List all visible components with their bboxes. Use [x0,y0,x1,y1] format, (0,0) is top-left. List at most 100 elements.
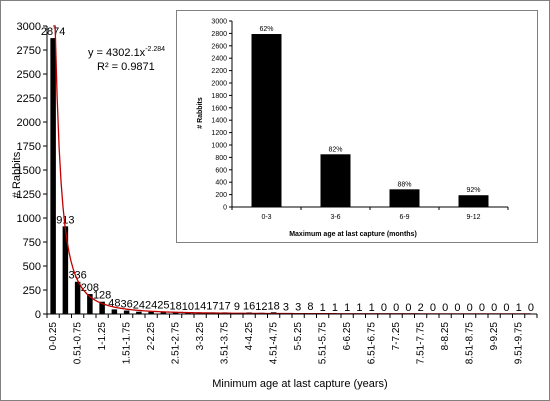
inset-y-tick-label: 1600 [211,105,227,112]
main-y-tick-label: 2250 [17,93,41,105]
main-bar [50,38,56,314]
main-data-label: 128 [93,290,111,302]
inset-chart: # Rabbits 0 200 400 600 800 1000 1200 1400 1600 1… [176,10,538,243]
main-data-label: 208 [81,282,99,294]
main-y-tick-label: 2750 [17,45,41,57]
inset-y-tick-label: 2200 [211,68,227,75]
main-y-tick-label: 0 [35,309,41,321]
main-y-tick-label: 1250 [17,189,41,201]
main-y-tick-label: 1500 [17,165,41,177]
main-data-label: 0 [393,302,399,314]
inset-y-axis-label: # Rabbits [197,97,204,129]
main-y-tick-label: 500 [23,261,41,273]
main-x-tick-label: 2-2.25 [146,322,157,351]
inset-data-label: 88% [397,181,411,188]
inset-y-tick-label: 2600 [211,43,227,50]
main-data-label: 0 [467,302,473,314]
main-data-label: 0 [381,302,387,314]
inset-data-label: 82% [328,146,342,153]
inset-y-tick-label: 3000 [211,19,227,26]
main-data-label: 0 [430,302,436,314]
trendline-equation-base: y = 4302.1x [88,47,146,59]
inset-data-label: 92% [466,187,480,194]
trendline-equation: y = 4302.1x-2.284 [88,46,165,59]
main-y-tick-label: 750 [23,237,41,249]
inset-y-tick-label: 1400 [211,118,227,125]
main-x-tick-label: 6.51-6.75 [367,322,378,365]
main-data-label: 3 [283,302,289,314]
inset-bar [458,195,489,207]
main-x-tick-label: 5-5.25 [293,322,304,351]
main-y-tick-label: 3000 [17,21,41,33]
main-data-label: 9 [234,301,240,313]
main-y-tick-label: 2000 [17,117,41,129]
inset-x-axis: 0-3 3-6 6-9 9-12 [231,207,509,221]
main-data-label: 24 [133,300,145,312]
main-x-tick-label: 3-3.25 [195,322,206,351]
main-y-tick-label: 1000 [17,213,41,225]
inset-bar [251,34,282,207]
inset-y-tick-label: 1800 [211,93,227,100]
main-bar [148,311,154,314]
main-data-label: 1 [356,302,362,314]
main-data-label: 336 [68,270,86,282]
main-data-label: 25 [157,300,169,312]
main-data-label: 0 [528,302,534,314]
main-data-label: 24 [145,300,157,312]
main-data-label: 0 [479,302,485,314]
main-data-label: 1 [344,302,350,314]
main-bar [136,311,142,314]
main-x-tick-label: 0-0.25 [48,322,59,351]
main-x-tick-label: 3.51-3.75 [220,322,231,365]
main-x-tick-label: 2.51-2.75 [171,322,182,365]
main-x-tick-label: 4.51-4.75 [269,322,280,365]
inset-y-axis: 0 200 400 600 800 1000 1200 1400 1600 1800 2000 220… [211,19,232,212]
main-data-label: 14 [194,301,206,313]
main-data-label: 0 [442,302,448,314]
main-data-label: 0 [503,302,509,314]
main-x-tick-label: 4-4.25 [244,322,255,351]
main-x-tick-label: 5.51-5.75 [318,322,329,365]
main-data-label: 17 [219,300,231,312]
main-y-tick-label: 2500 [17,69,41,81]
inset-x-axis-label: Maximum age at last capture (months) [289,231,417,238]
inset-data-labels: 62% 82% 88% 92% [259,26,480,194]
main-x-tick-label: 7.51-7.75 [416,322,427,365]
main-y-tick-label: 1750 [17,141,41,153]
main-data-label: 0 [454,302,460,314]
inset-y-tick-label: 2400 [211,56,227,63]
trendline-r-squared: R² = 0.9871 [97,61,155,73]
main-x-tick-label: 9-9.25 [489,322,500,351]
inset-y-tick-label: 0 [223,205,227,212]
main-y-axis: 0 250 500 750 1000 1250 1500 1750 2000 2250 2500 27… [17,21,47,321]
main-bar [111,309,118,314]
inset-data-label: 62% [259,26,273,33]
main-x-tick-label: 8-8.25 [440,322,451,351]
main-data-label: 18 [170,300,182,312]
main-data-label: 0 [491,302,497,314]
main-data-label: 18 [268,300,280,312]
main-y-axis-label: # Rabbits [11,151,23,198]
main-x-tick-label: 9.51-9.75 [514,322,525,365]
main-chart: # Rabbits 025050075010001250150017502000… [11,21,538,390]
main-data-label: 36 [121,299,133,311]
main-data-label: 1 [516,302,522,314]
inset-x-tick-label: 6-9 [399,214,409,221]
inset-x-tick-label: 3-6 [330,214,340,221]
main-bar [87,294,93,314]
main-bar [123,310,130,314]
main-x-tick-label: 0.51-0.75 [73,322,84,365]
inset-y-tick-label: 200 [215,192,227,199]
inset-y-tick-label: 400 [215,180,227,187]
main-data-label: 12 [255,301,267,313]
main-data-label: 1 [369,302,375,314]
main-data-label: 8 [307,301,313,313]
main-bar [172,312,179,314]
main-x-tick-label: 6-6.25 [342,322,353,351]
main-x-tick-label: 1.51-1.75 [122,322,133,365]
main-x-tick-label: 1-1.25 [97,322,108,351]
inset-y-tick-label: 2800 [211,31,227,38]
main-x-axis-label: Minimum age at last capture (years) [212,378,387,390]
main-data-label: 1 [332,302,338,314]
main-bar [99,301,105,314]
